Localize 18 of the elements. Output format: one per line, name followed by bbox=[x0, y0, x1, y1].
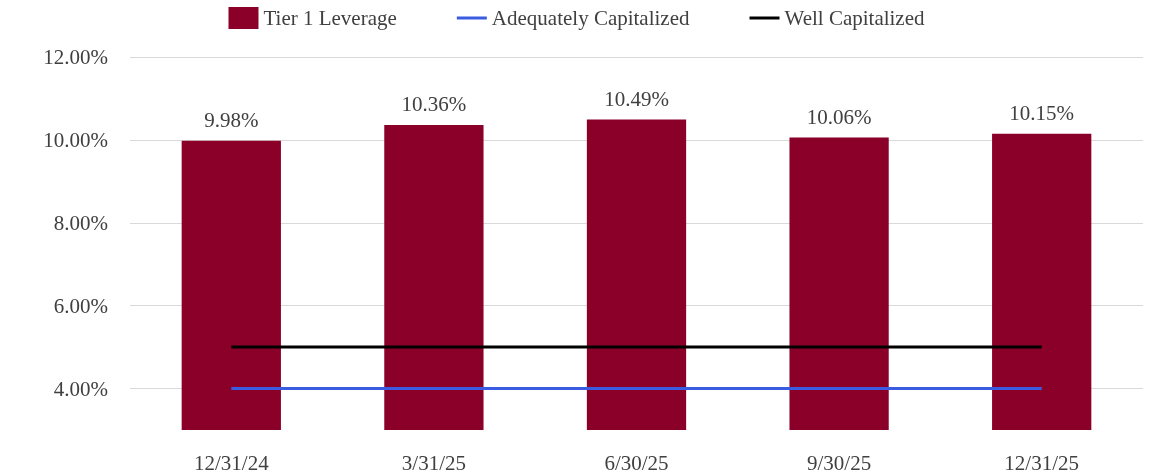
data-label: 10.49% bbox=[604, 87, 669, 112]
y-tick-label: 12.00% bbox=[43, 45, 108, 69]
y-tick-label: 8.00% bbox=[53, 210, 108, 235]
x-tick-label: 12/31/25 bbox=[1004, 450, 1080, 475]
data-label: 10.06% bbox=[806, 104, 872, 129]
x-tick-label: 12/31/24 bbox=[193, 450, 270, 475]
legend-label: Well Capitalized bbox=[784, 6, 926, 30]
y-tick-label: 4.00% bbox=[53, 376, 108, 401]
data-label: 10.15% bbox=[1009, 101, 1075, 126]
data-label: 10.36% bbox=[401, 92, 467, 117]
y-tick-label: 10.00% bbox=[43, 127, 108, 152]
legend-label: Tier 1 Leverage bbox=[263, 6, 397, 30]
x-tick-label: 6/30/25 bbox=[604, 450, 669, 475]
y-tick-label: 6.00% bbox=[53, 293, 108, 318]
data-label: 9.98% bbox=[204, 108, 259, 133]
x-tick-label: 3/31/25 bbox=[401, 450, 466, 475]
x-tick-label: 9/30/25 bbox=[807, 450, 872, 475]
legend-label: Adequately Capitalized bbox=[491, 6, 690, 30]
